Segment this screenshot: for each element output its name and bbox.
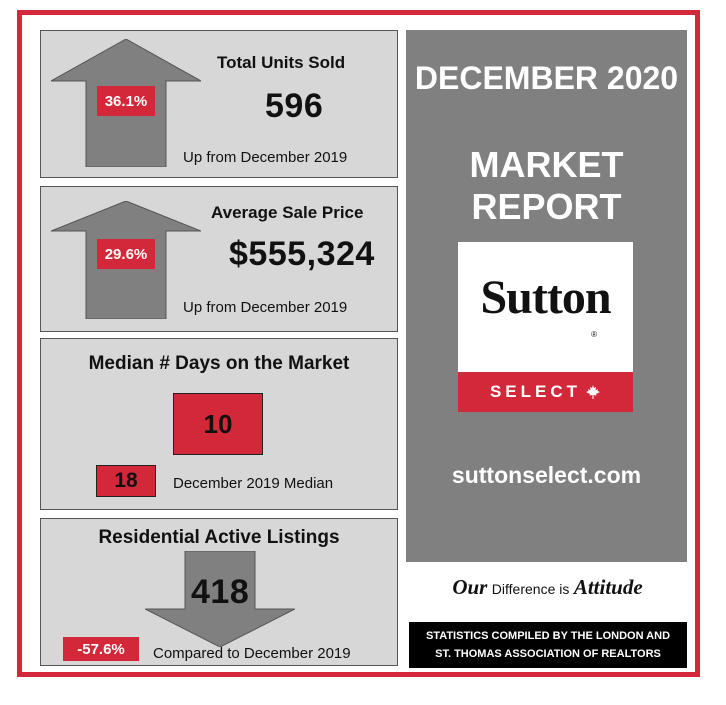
logo-banner-text: SELECT [489, 382, 582, 401]
logo-wordmark: Sutton [480, 271, 611, 324]
registered-mark: ® [591, 330, 597, 339]
avg-price-title: Average Sale Price [211, 203, 364, 222]
units-sold-panel: 36.1% Total Units Sold 596 Up from Decem… [40, 30, 398, 178]
days-prior-value-box: 18 [96, 465, 156, 497]
sutton-select-logo: Sutton ® SELECT [458, 242, 633, 412]
units-sold-title: Total Units Sold [217, 53, 346, 72]
avg-price-note: Up from December 2019 [183, 299, 348, 316]
statistics-footer: STATISTICS COMPILED BY THE LONDON AND ST… [409, 622, 687, 668]
active-listings-panel: Residential Active Listings 418 -57.6% C… [40, 518, 398, 666]
days-value-box: 10 [173, 393, 263, 455]
tagline-difference: Difference is [491, 581, 570, 597]
footer-line2: ST. THOMAS ASSOCIATION OF REALTORS [435, 648, 661, 660]
website-link[interactable]: suttonselect.com [451, 462, 642, 488]
avg-price-panel: 29.6% Average Sale Price $555,324 Up fro… [40, 186, 398, 332]
days-on-market-panel: Median # Days on the Market 10 18 Decemb… [40, 338, 398, 510]
price-change-badge: 29.6% [97, 239, 155, 269]
units-sold-value: 596 [265, 87, 324, 125]
tagline: Our Difference is Attitude [420, 575, 675, 600]
report-title-line2: MARKET REPORT [469, 144, 624, 227]
units-change-badge: 36.1% [97, 86, 155, 116]
maple-leaf-icon [586, 385, 601, 399]
days-prior-label: December 2019 Median [173, 475, 334, 492]
report-header-panel: DECEMBER 2020 MARKET REPORT Sutton ® SEL… [406, 30, 687, 562]
listings-note: Compared to December 2019 [153, 645, 351, 662]
listings-change-badge: -57.6% [63, 637, 139, 661]
report-title-line1: DECEMBER 2020 [414, 60, 679, 96]
tagline-attitude: Attitude [573, 575, 643, 599]
listings-title: Residential Active Listings [98, 527, 340, 548]
footer-line1: STATISTICS COMPILED BY THE LONDON AND [425, 630, 671, 642]
logo-banner: SELECT [458, 372, 633, 412]
listings-value: 418 [191, 573, 250, 611]
tagline-our: Our [452, 575, 488, 599]
days-title: Median # Days on the Market [88, 353, 350, 374]
avg-price-value: $555,324 [229, 235, 375, 273]
units-sold-note: Up from December 2019 [183, 149, 348, 166]
down-arrow-icon [145, 551, 295, 647]
